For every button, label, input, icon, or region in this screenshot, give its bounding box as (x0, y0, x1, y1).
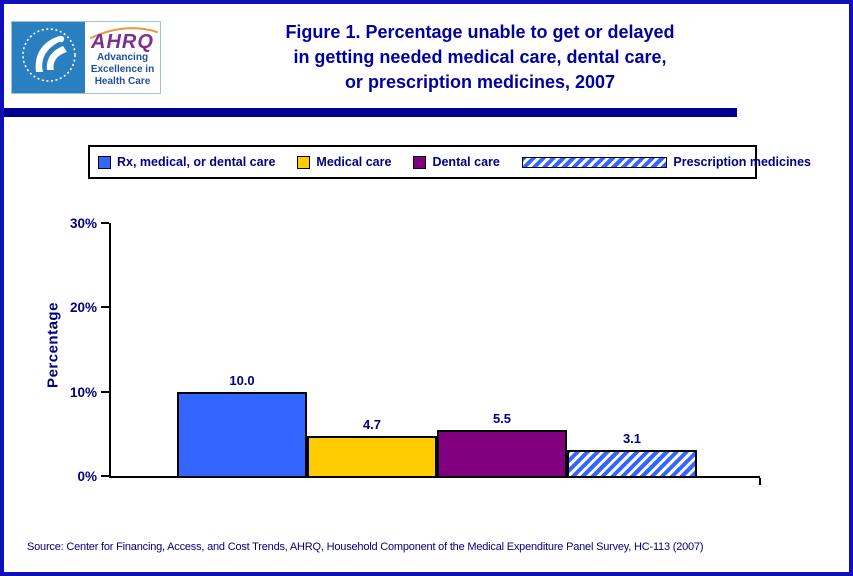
plot-area: 10.0 4.7 5.5 3.1 0% 10% 20% 30% (70, 216, 761, 485)
y-axis-tick (101, 222, 109, 224)
bars-row: 10.0 4.7 5.5 3.1 (177, 373, 697, 476)
legend-label: Prescription medicines (673, 155, 811, 169)
y-axis-tick (101, 306, 109, 309)
legend-label: Medical care (316, 155, 392, 169)
legend-swatch-icon (297, 155, 311, 169)
bar-value-label: 4.7 (362, 417, 382, 433)
ahrq-wordmark: AHRQ (91, 30, 154, 53)
hhs-seal-panel (12, 22, 85, 93)
bar-column: 4.7 (307, 417, 437, 476)
bar-column: 5.5 (437, 411, 567, 476)
figure-title-line2: in getting needed medical care, dental c… (293, 47, 667, 68)
ahrq-swoosh-icon (89, 24, 159, 45)
ahrq-tagline-line1: Advancing (96, 51, 149, 63)
ahrq-hhs-logo: AHRQ Advancing Excellence in Health Care (11, 21, 161, 94)
legend-label: Rx, medical, or dental care (117, 155, 276, 169)
y-axis-tick-label: 0% (77, 469, 97, 484)
bar-value-label: 5.5 (492, 410, 512, 426)
ahrq-logo-panel: AHRQ Advancing Excellence in Health Care (85, 22, 160, 93)
figure-title-line3: or prescription medicines, 2007 (344, 72, 616, 93)
header-divider-bar (4, 108, 737, 117)
y-axis-tick-label: 10% (69, 384, 97, 400)
y-axis-tick-label: 30% (69, 216, 97, 231)
y-axis-tick-label: 20% (69, 300, 97, 316)
legend-swatch-icon (98, 155, 111, 169)
y-axis-tick (101, 390, 109, 393)
bar (177, 391, 307, 476)
figure-title: Figure 1. Percentage unable to get or de… (170, 20, 790, 96)
legend-label: Dental care (432, 155, 500, 169)
bar-value-label: 3.1 (622, 430, 642, 446)
legend-item: Rx, medical, or dental care (98, 155, 275, 169)
legend-item: Medical care (297, 155, 391, 169)
legend-swatch-icon (521, 156, 668, 168)
legend-item: Prescription medicines (521, 155, 811, 169)
ahrq-tagline: Advancing Excellence in Health Care (91, 52, 154, 88)
hhs-eagle-icon (19, 25, 79, 90)
bar (567, 449, 697, 476)
bar-value-label: 10.0 (229, 372, 255, 388)
bar-column: 10.0 (177, 373, 307, 476)
chart-legend: Rx, medical, or dental care Medical care D… (88, 145, 811, 179)
y-axis-tick (101, 475, 109, 477)
bar (307, 436, 437, 476)
source-note: Source: Center for Financing, Access, an… (27, 541, 704, 553)
ahrq-tagline-line3: Health Care (94, 75, 151, 87)
bar (437, 429, 567, 476)
bar-column: 3.1 (567, 431, 697, 476)
legend-swatch-icon (413, 155, 427, 169)
figure-title-line1: Figure 1. Percentage unable to get or de… (285, 22, 675, 42)
x-axis-end-tick (759, 478, 761, 485)
legend-item: Dental care (413, 155, 500, 169)
ahrq-tagline-line2: Excellence in (90, 63, 155, 75)
